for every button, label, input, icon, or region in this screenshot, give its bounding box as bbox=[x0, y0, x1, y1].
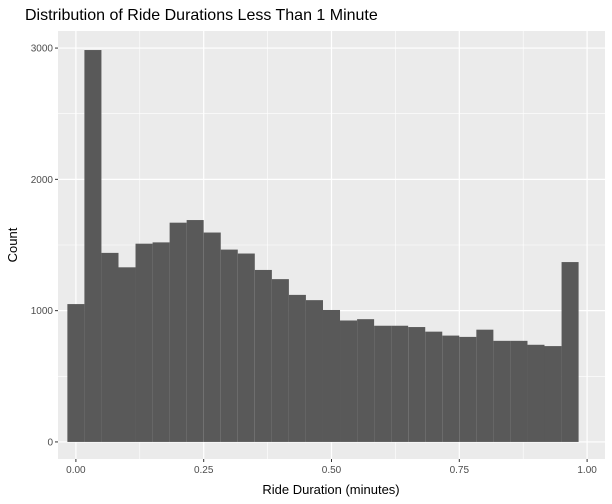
histogram-bar bbox=[67, 304, 85, 442]
histogram-bar bbox=[101, 252, 119, 442]
histogram-bar bbox=[374, 325, 392, 442]
y-axis-title: Count bbox=[5, 227, 20, 262]
histogram-bar bbox=[527, 344, 545, 442]
histogram-bar bbox=[118, 267, 136, 442]
x-tick-label: 1.00 bbox=[577, 465, 597, 476]
y-tick-label: 0 bbox=[47, 437, 53, 448]
histogram-bar bbox=[271, 279, 289, 442]
histogram-bar bbox=[152, 242, 170, 442]
x-axis: 0.00 0.25 0.50 0.75 1.00 bbox=[66, 459, 597, 476]
histogram-bar bbox=[322, 309, 341, 442]
histogram-bars bbox=[67, 50, 579, 442]
histogram-bar bbox=[135, 243, 153, 442]
histogram-bar bbox=[237, 253, 255, 442]
x-axis-title: Ride Duration (minutes) bbox=[262, 482, 399, 497]
histogram-bar bbox=[476, 329, 494, 442]
x-tick-label: 0.25 bbox=[194, 465, 214, 476]
y-tick-label: 2000 bbox=[31, 175, 54, 186]
histogram-bar bbox=[544, 346, 562, 442]
histogram-bar bbox=[288, 294, 306, 442]
x-tick-label: 0.50 bbox=[322, 465, 342, 476]
histogram-bar bbox=[203, 232, 221, 442]
histogram-bar bbox=[220, 249, 238, 442]
chart-title: Distribution of Ride Durations Less Than… bbox=[25, 7, 378, 24]
y-tick-label: 3000 bbox=[31, 44, 54, 55]
y-tick-label: 1000 bbox=[31, 306, 54, 317]
y-axis: 0 1000 2000 3000 bbox=[31, 44, 58, 448]
histogram-bar bbox=[186, 220, 204, 442]
histogram-bar bbox=[561, 262, 579, 442]
x-tick-label: 0.00 bbox=[66, 465, 86, 476]
histogram-bar bbox=[340, 320, 358, 442]
histogram-bar bbox=[493, 340, 511, 442]
histogram-bar bbox=[425, 331, 443, 442]
histogram-bar bbox=[391, 325, 409, 442]
histogram-bar bbox=[305, 300, 323, 442]
histogram-bar bbox=[84, 50, 102, 442]
histogram-bar bbox=[357, 319, 375, 442]
histogram-bar bbox=[169, 222, 187, 442]
histogram-bar bbox=[442, 335, 460, 442]
x-tick-label: 0.75 bbox=[450, 465, 470, 476]
histogram-bar bbox=[254, 269, 272, 442]
histogram-bar bbox=[408, 327, 426, 442]
histogram-bar bbox=[459, 336, 477, 442]
histogram-bar bbox=[510, 340, 528, 442]
